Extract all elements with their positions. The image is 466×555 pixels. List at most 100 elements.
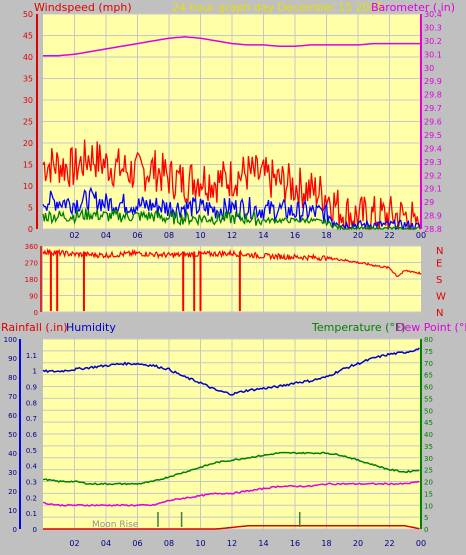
humidity-tick-label: 40 [8, 450, 17, 458]
x-tick-label-top: 14 [258, 231, 268, 240]
barometer-tick-label: 30.2 [424, 37, 442, 46]
x-tick-label-top: 04 [101, 231, 111, 240]
moon-rise-annotation: Moon Rise [92, 520, 139, 530]
barometer-tick-label: 29.6 [424, 118, 442, 127]
rainfall-tick-label: 0.9 [26, 384, 37, 392]
wind-direction-series [42, 247, 422, 312]
rainfall-tick-label: 0.6 [26, 431, 38, 439]
windspeed-tick-label: 10 [23, 182, 33, 191]
windspeed-tick-label: 0 [28, 225, 33, 234]
temperature-tick-label: 45 [424, 419, 433, 427]
wind-avg-line [42, 186, 422, 231]
barometer-tick-label: 29 [424, 198, 434, 207]
direction-tick-label: 90 [29, 293, 38, 301]
rainfall-tick-label: 0.7 [26, 415, 37, 423]
x-tick-label-top: 02 [69, 231, 79, 240]
rainfall-tick-label: 0.3 [26, 479, 37, 487]
x-tick-label-top: 12 [227, 231, 237, 240]
windspeed-tick-label: 45 [23, 32, 33, 41]
temperature-tick-label: 10 [424, 502, 433, 510]
windspeed-tick-label: 15 [23, 161, 33, 170]
compass-label: N [436, 246, 443, 257]
compass-label: E [436, 259, 442, 270]
temperature-tick-label: 0 [424, 526, 428, 534]
rainfall-tick-label: 0.8 [26, 399, 37, 407]
windspeed-header: Windspeed (mph) [34, 1, 132, 14]
windspeed-tick-label: 5 [28, 204, 33, 213]
x-tick-label-top: 06 [132, 231, 142, 240]
dew-point-header: Dew Point (°F) [396, 321, 466, 334]
barometer-tick-label: 29.2 [424, 171, 442, 180]
humidity-tick-label: 100 [4, 336, 17, 344]
x-tick-label-bottom: 20 [353, 539, 363, 548]
temperature-tick-label: 15 [424, 490, 433, 498]
barometer-tick-label: 29.3 [424, 158, 442, 167]
humidity-line [42, 347, 420, 396]
wind-barometer-series [42, 36, 422, 231]
direction-tick-label: 270 [25, 260, 38, 268]
temperature-tick-label: 60 [424, 384, 433, 392]
rainfall-line [43, 525, 420, 530]
axes-labels: 0202040406060808101012121414161618182020… [4, 10, 446, 548]
x-tick-label-top: 00 [416, 231, 426, 240]
barometer-tick-label: 28.9 [424, 212, 442, 221]
rainfall-tick-label: 0.1 [26, 510, 37, 518]
temperature-tick-label: 25 [424, 467, 433, 475]
humidity-tick-label: 70 [8, 393, 17, 401]
x-tick-label-bottom: 04 [101, 539, 111, 548]
direction-tick-label: 0 [34, 309, 38, 317]
x-tick-label-bottom: 06 [132, 539, 142, 548]
temperature-tick-label: 75 [424, 348, 433, 356]
x-tick-label-bottom: 22 [384, 539, 394, 548]
windspeed-tick-label: 30 [23, 96, 33, 105]
temperature-tick-label: 35 [424, 443, 433, 451]
windspeed-tick-label: 40 [23, 53, 33, 62]
humidity-header: Humidity [66, 321, 116, 334]
x-tick-label-bottom: 14 [258, 539, 268, 548]
wind-low-line [42, 207, 422, 231]
dew-point-line [42, 480, 420, 507]
compass-label: W [436, 292, 446, 303]
barometer-tick-label: 29.1 [424, 185, 442, 194]
direction-tick-label: 360 [25, 243, 38, 251]
wind-direction-line [42, 247, 422, 278]
x-tick-label-top: 16 [290, 231, 300, 240]
x-tick-label-bottom: 02 [69, 539, 79, 548]
x-tick-label-top: 18 [321, 231, 331, 240]
barometer-tick-label: 30.3 [424, 23, 442, 32]
humidity-tick-label: 20 [8, 488, 17, 496]
humidity-tick-label: 60 [8, 412, 17, 420]
windspeed-tick-label: 20 [23, 139, 33, 148]
temperature-line [42, 451, 420, 486]
windspeed-tick-label: 25 [23, 118, 33, 127]
barometer-tick-label: 29.8 [424, 91, 442, 100]
rainfall-tick-label: 1.1 [26, 352, 37, 360]
barometer-tick-label: 29.7 [424, 104, 442, 113]
rain-humidity-temperature-series [42, 347, 420, 530]
temperature-tick-label: 30 [424, 455, 433, 463]
x-tick-label-bottom: 12 [227, 539, 237, 548]
x-tick-label-top: 10 [195, 231, 205, 240]
x-tick-label-top: 08 [164, 231, 174, 240]
direction-tick-label: 180 [25, 276, 38, 284]
x-tick-label-bottom: 00 [416, 539, 426, 548]
temperature-tick-label: 65 [424, 372, 433, 380]
humidity-tick-label: 10 [8, 507, 17, 515]
temperature-tick-label: 40 [424, 431, 433, 439]
temperature-tick-label: 55 [424, 395, 433, 403]
humidity-tick-label: 90 [8, 355, 17, 363]
date-header: 24 hour graph day December 15 2025 [172, 1, 384, 14]
barometer-tick-label: 30.1 [424, 50, 442, 59]
x-tick-label-top: 20 [353, 231, 363, 240]
humidity-tick-label: 50 [8, 431, 17, 439]
rainfall-tick-label: 0 [33, 526, 37, 534]
rainfall-tick-label: 1 [33, 368, 37, 376]
barometer-tick-label: 30.4 [424, 10, 442, 19]
barometer-line [43, 36, 421, 57]
rainfall-tick-label: 0.4 [26, 463, 38, 471]
temperature-tick-label: 5 [424, 514, 428, 522]
temperature-tick-label: 20 [424, 479, 433, 487]
x-tick-label-bottom: 16 [290, 539, 300, 548]
humidity-tick-label: 80 [8, 374, 17, 382]
